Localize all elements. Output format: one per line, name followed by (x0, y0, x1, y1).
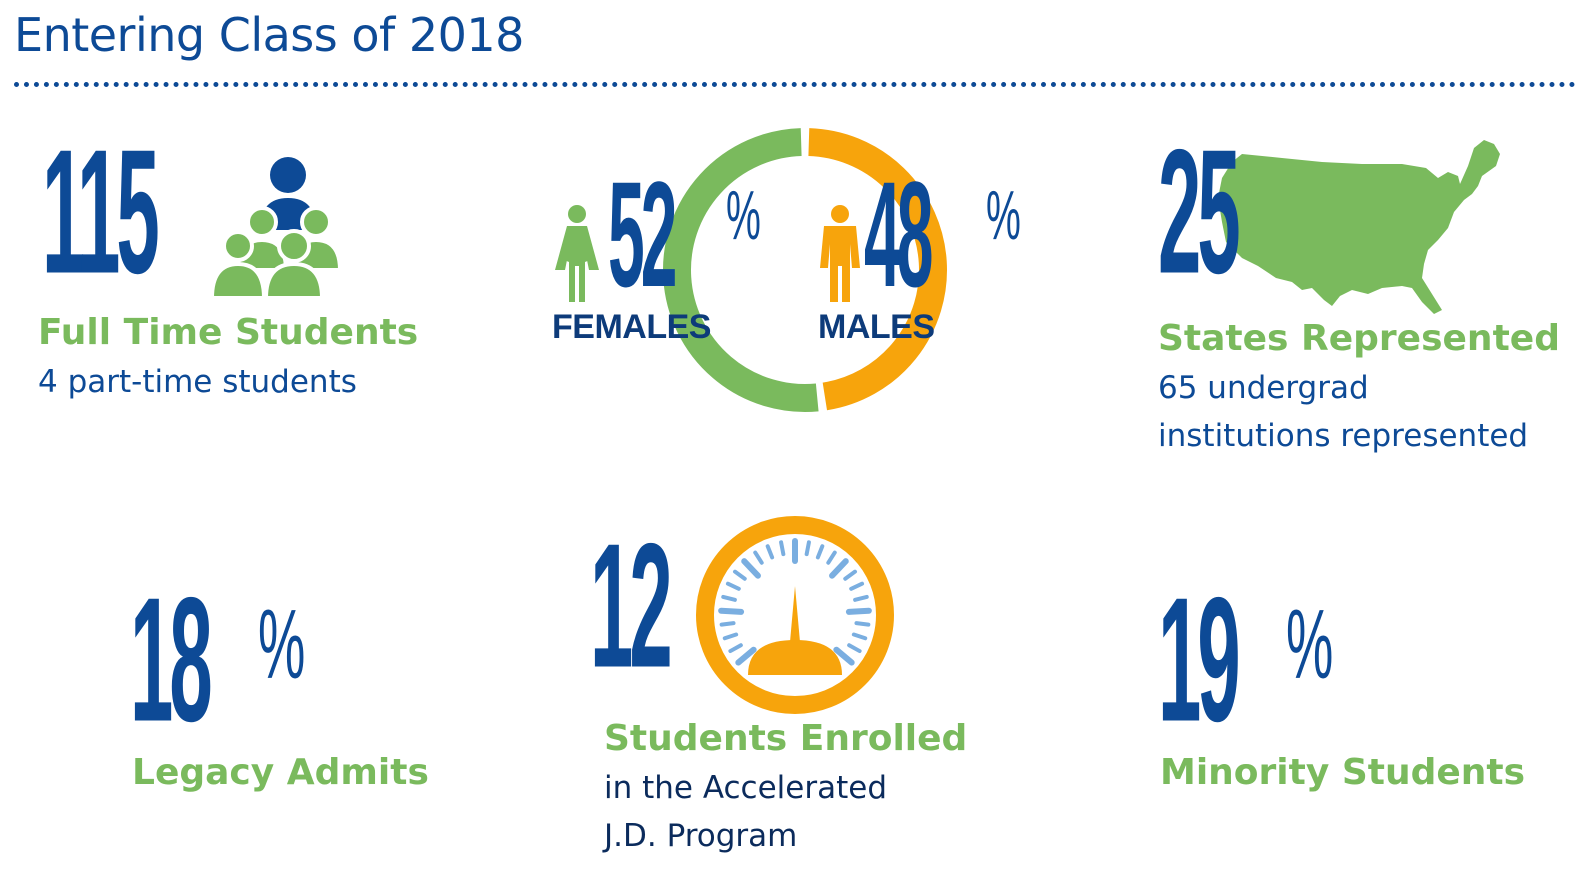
accelerated-line-2: J.D. Program (604, 818, 798, 854)
undergrad-line-2: institutions represented (1158, 418, 1529, 454)
gauge-tick (735, 646, 757, 666)
part-time-label: 4 part-time students (38, 364, 357, 400)
male-percent: 48 (864, 151, 933, 319)
female-percent-sign: % (726, 175, 761, 254)
male-ring-segment (808, 128, 947, 411)
gauge-tick (853, 594, 869, 602)
gauge-tick (753, 550, 764, 565)
gauge-tick (804, 540, 811, 557)
full-time-label: Full Time Students (38, 312, 419, 353)
gauge-tick (833, 646, 855, 666)
female-percent: 52 (608, 151, 677, 319)
gauge-tick (721, 594, 737, 602)
gauge-tick (725, 581, 741, 591)
dotted-divider (14, 82, 1576, 87)
male-label: MALES (818, 308, 935, 346)
gauge-tick (847, 643, 862, 654)
gauge-tick (829, 558, 849, 579)
page-title: Entering Class of 2018 (14, 8, 524, 62)
female-icon (555, 205, 599, 302)
gauge-tick (854, 621, 871, 627)
gauge-tick (722, 632, 739, 641)
gauge-ticks (718, 538, 872, 666)
legacy-percent: 18 (130, 561, 213, 760)
accelerated-label: Students Enrolled (604, 718, 968, 759)
states-label: States Represented (1158, 318, 1560, 359)
legacy-percent-sign: % (258, 589, 306, 700)
gauge-tick (826, 550, 837, 565)
minority-percent: 19 (1158, 561, 1241, 760)
usa-map-icon (1218, 140, 1500, 314)
gender-ring-segments (663, 128, 947, 412)
gauge-tick (728, 643, 743, 654)
gauge-tick (849, 581, 865, 591)
minority-label: Minority Students (1160, 752, 1526, 793)
gauge-tick (765, 544, 775, 560)
gauge-tick (845, 607, 872, 615)
male-icon (820, 205, 860, 302)
undergrad-line-1: 65 undergrad (1158, 370, 1369, 406)
legacy-label: Legacy Admits (132, 752, 429, 793)
gender-ring (663, 128, 947, 412)
gauge-tick (719, 621, 736, 627)
gauge-tick (779, 540, 786, 557)
states-count: 25 (1158, 113, 1241, 312)
male-percent-sign: % (986, 175, 1021, 254)
minority-percent-sign: % (1286, 589, 1334, 700)
gauge-tick (843, 569, 857, 581)
female-ring-segment (663, 128, 819, 412)
gauge-tick (815, 544, 825, 560)
students-group-icon (210, 157, 343, 300)
accelerated-line-1: in the Accelerated (604, 770, 887, 806)
accelerated-count: 12 (590, 507, 673, 706)
gauge-tick (733, 569, 747, 581)
gauge-tick (718, 607, 745, 615)
full-time-count: 115 (42, 113, 160, 312)
gauge-tick (741, 558, 761, 579)
gauge-tick (851, 632, 868, 641)
female-label: FEMALES (552, 308, 711, 346)
gauge-icon (696, 516, 894, 714)
